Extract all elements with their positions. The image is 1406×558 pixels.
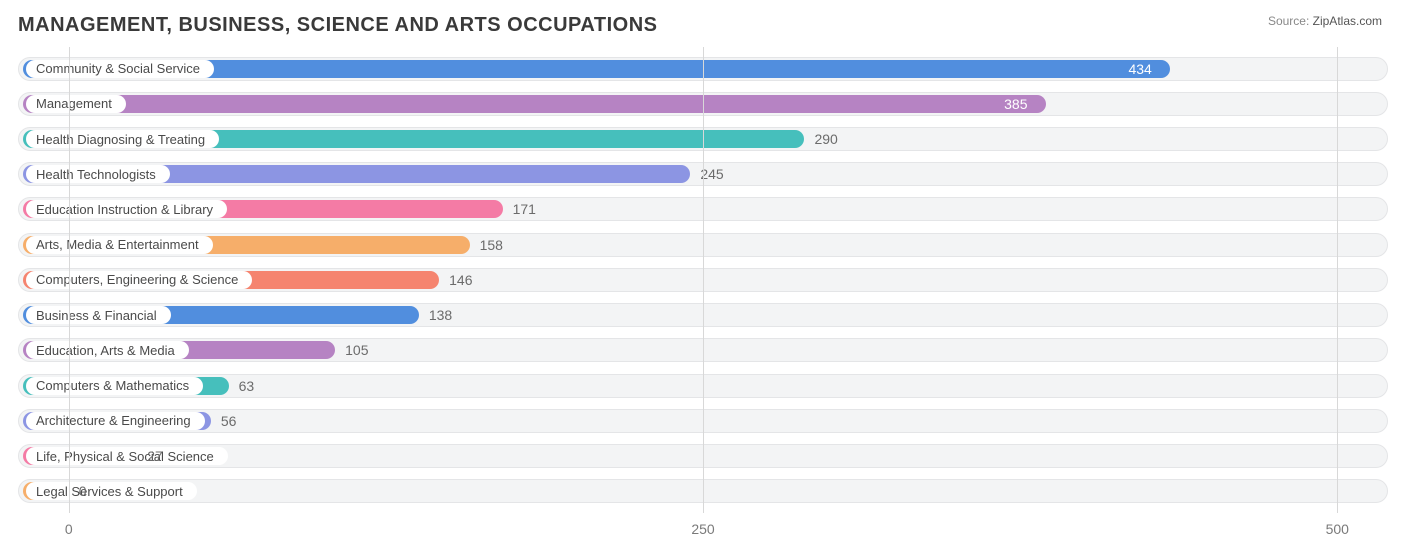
bar-fill (23, 95, 1046, 113)
category-label: Life, Physical & Social Science (26, 447, 228, 465)
category-label: Community & Social Service (26, 60, 214, 78)
source-name: ZipAtlas.com (1313, 14, 1382, 28)
value-label: 138 (419, 301, 452, 329)
value-label: 385 (1004, 90, 1039, 118)
value-label: 434 (1128, 55, 1163, 83)
category-label: Health Technologists (26, 165, 170, 183)
value-label: 245 (690, 160, 723, 188)
gridline (69, 47, 70, 513)
x-axis-label: 500 (1326, 521, 1349, 537)
x-axis-label: 0 (65, 521, 73, 537)
chart-area: Community & Social Service 434 Management 3… (18, 47, 1388, 537)
source-attribution: Source: ZipAtlas.com (1268, 14, 1382, 28)
value-label: 290 (804, 125, 837, 153)
category-label: Computers, Engineering & Science (26, 271, 252, 289)
value-label: 146 (439, 266, 472, 294)
value-label: 56 (211, 407, 237, 435)
category-label: Education, Arts & Media (26, 341, 189, 359)
category-label: Architecture & Engineering (26, 412, 205, 430)
value-label: 63 (229, 372, 255, 400)
value-label: 171 (503, 195, 536, 223)
value-label: 158 (470, 231, 503, 259)
category-label: Business & Financial (26, 306, 171, 324)
value-label: 0 (69, 477, 87, 505)
plot-region: Community & Social Service 434 Management 3… (18, 47, 1388, 513)
x-axis-label: 250 (691, 521, 714, 537)
category-label: Legal Services & Support (26, 482, 197, 500)
value-label: 105 (335, 336, 368, 364)
gridline (1337, 47, 1338, 513)
category-label: Education Instruction & Library (26, 200, 227, 218)
category-label: Computers & Mathematics (26, 377, 203, 395)
source-label: Source: (1268, 14, 1309, 28)
category-label: Health Diagnosing & Treating (26, 130, 219, 148)
value-label: 27 (137, 442, 163, 470)
category-label: Management (26, 95, 126, 113)
category-label: Arts, Media & Entertainment (26, 236, 213, 254)
gridline (703, 47, 704, 513)
chart-title: MANAGEMENT, BUSINESS, SCIENCE AND ARTS O… (18, 14, 1388, 37)
